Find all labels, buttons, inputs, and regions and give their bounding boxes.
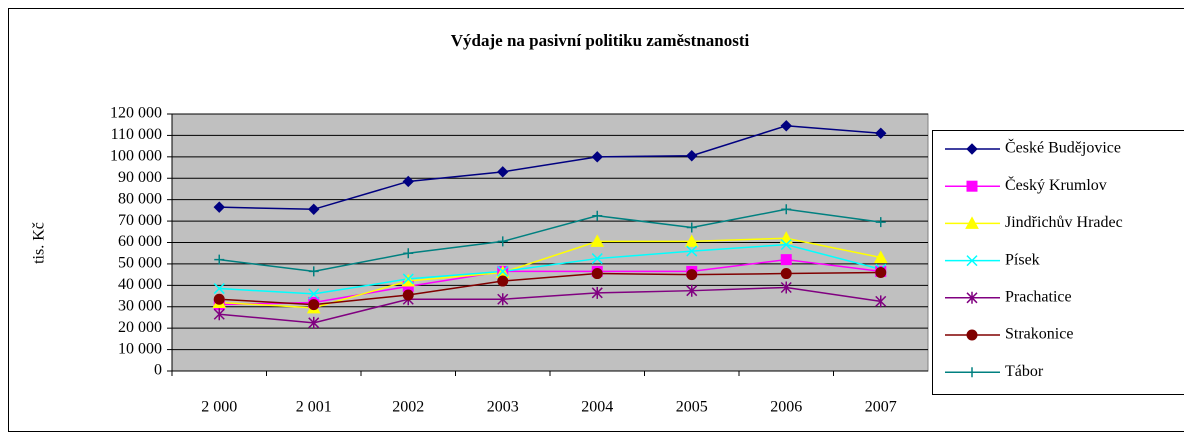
legend-marker [966,143,978,155]
y-tick-label: 20 000 [118,319,162,336]
marker [591,151,603,163]
marker [684,234,699,247]
marker [686,222,697,233]
y-tick-label: 60 000 [118,233,162,250]
marker [213,283,225,295]
marker [214,254,225,265]
series-line [219,271,881,306]
y-tick-label: 50 000 [118,255,162,272]
y-tick-label: 0 [154,362,162,379]
marker [308,299,320,311]
y-tick-label: 30 000 [118,297,162,314]
marker [213,201,225,213]
marker [875,295,887,308]
legend-label: Český Krumlov [1005,175,1107,194]
legend-marker [966,329,978,341]
marker [779,231,794,244]
marker [875,266,887,278]
marker [497,166,509,178]
legend-label: Písek [1005,251,1040,268]
legend-label: České Budějovice [1005,138,1121,157]
marker [780,120,792,132]
marker [497,265,509,277]
legend-label: Jindřichův Hradec [1005,214,1123,231]
marker [686,245,698,257]
x-tick-label: 2 000 [201,399,237,416]
marker [308,288,320,300]
marker [780,268,792,280]
marker [686,150,698,162]
legend-marker [967,367,977,378]
marker [402,175,414,188]
x-tick-label: 2007 [865,399,897,416]
y-axis-title: tis. Kč [31,222,48,264]
y-tick-label: 90 000 [118,169,162,186]
marker [591,268,603,280]
y-tick-label: 40 000 [118,276,162,293]
marker [213,293,225,305]
y-tick-label: 10 000 [118,340,162,357]
series-line [219,286,881,324]
marker [780,281,792,294]
marker [308,266,319,277]
legend-marker [966,291,978,304]
marker [213,308,225,321]
legend-marker [966,180,978,192]
y-tick-label: 120 000 [110,105,162,122]
x-tick-label: 2003 [487,399,519,416]
chart-title: Výdaje na pasivní politiku zaměstnanosti [451,31,750,50]
x-tick-label: 2005 [676,399,708,416]
y-tick-label: 100 000 [110,148,162,165]
x-tick-label: 2002 [392,399,424,416]
marker [875,127,887,139]
marker [403,248,414,259]
legend-marker [966,255,978,267]
marker [591,286,603,299]
legend-marker [965,216,979,229]
marker [401,274,416,287]
marker [497,236,508,247]
legend-label: Tábor [1005,363,1044,380]
x-tick-label: 2006 [770,399,802,416]
marker [873,250,888,263]
marker [308,316,320,329]
marker [780,254,792,266]
legend-label: Prachatice [1005,288,1072,305]
series-line [219,208,881,273]
y-tick-label: 70 000 [118,212,162,229]
marker [402,289,414,301]
marker [780,239,792,251]
series-line [219,258,881,306]
marker [497,293,509,306]
legend-label: Strakonice [1005,326,1073,343]
marker [592,210,603,221]
marker [497,275,509,287]
x-tick-label: 2 001 [296,399,332,416]
y-tick-label: 110 000 [111,126,162,143]
marker [781,204,792,215]
marker [591,253,603,265]
x-tick-label: 2004 [581,399,613,416]
marker [686,284,698,297]
series-line [219,125,881,211]
marker [402,273,414,285]
series-line [219,243,881,295]
marker [590,234,605,247]
marker [875,217,886,228]
y-tick-label: 80 000 [118,190,162,207]
marker [686,269,698,281]
marker [308,203,320,216]
